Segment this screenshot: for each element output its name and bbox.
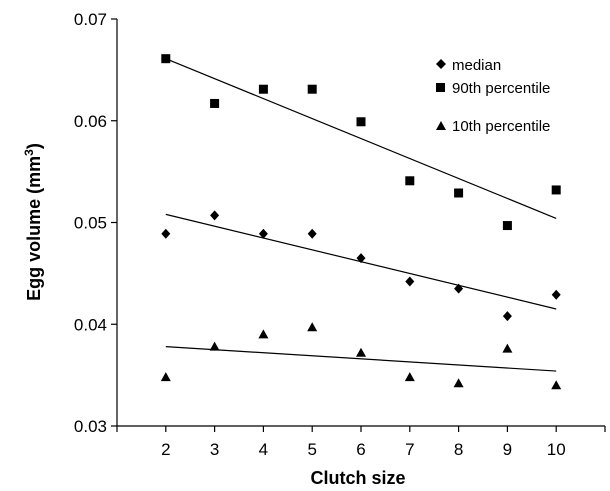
- data-point-diamond: [356, 253, 366, 264]
- data-point-square: [405, 176, 415, 186]
- y-axis-title-close: ): [24, 143, 44, 149]
- legend-label-10th: 10th percentile: [452, 118, 550, 135]
- x-tick-label: 6: [356, 440, 365, 459]
- data-point-diamond: [258, 228, 268, 239]
- y-tick-label: 0.04: [74, 315, 107, 334]
- x-tick-label: 7: [405, 440, 414, 459]
- legend-marker-90th: [436, 83, 445, 92]
- data-point-square: [356, 117, 366, 127]
- legend-label-median: median: [452, 57, 501, 74]
- data-point-diamond: [210, 210, 220, 221]
- data-point-square: [307, 84, 317, 94]
- y-tick-label: 0.05: [74, 214, 107, 233]
- y-axis-title-main: Egg volume (mm: [24, 156, 44, 301]
- data-point-diamond: [502, 311, 512, 322]
- data-point-triangle: [502, 343, 513, 353]
- data-point-square: [161, 54, 171, 64]
- data-point-triangle: [404, 372, 415, 382]
- trend-line-triangle: [165, 346, 557, 372]
- data-point-square: [551, 185, 561, 195]
- data-point-diamond: [161, 228, 171, 239]
- trend-line-square: [165, 58, 557, 219]
- x-tick-label: 5: [307, 440, 316, 459]
- x-tick-label: 10: [547, 440, 566, 459]
- legend: median 90th percentile 10th percentile: [436, 57, 550, 135]
- x-axis-title: Clutch size: [310, 468, 405, 488]
- data-point-triangle: [160, 372, 171, 382]
- data-point-square: [210, 98, 220, 108]
- x-tick-label: 9: [503, 440, 512, 459]
- data-point-diamond: [551, 289, 561, 300]
- data-point-square: [454, 188, 464, 198]
- data-point-triangle: [356, 347, 366, 357]
- data-point-square: [502, 221, 512, 231]
- x-tick-label: 4: [259, 440, 268, 459]
- x-ticks: 2 3 4 5 6 7 8 9 10: [116, 426, 606, 459]
- legend-label-90th: 90th percentile: [452, 80, 550, 97]
- data-point-triangle: [551, 380, 562, 390]
- x-tick-label: 3: [210, 440, 219, 459]
- x-tick-label: 2: [161, 440, 170, 459]
- data-point-triangle: [209, 341, 220, 351]
- data-point-triangle: [453, 378, 464, 388]
- x-tick-label: 8: [454, 440, 463, 459]
- data-point-diamond: [307, 228, 317, 239]
- legend-marker-median: [436, 59, 446, 69]
- legend-marker-10th: [436, 121, 446, 130]
- trend-lines: [165, 58, 557, 372]
- data-point-triangle: [307, 322, 318, 332]
- data-point-triangle: [258, 329, 269, 339]
- data-point-diamond: [405, 276, 415, 287]
- y-tick-label: 0.06: [74, 112, 107, 131]
- data-point-diamond: [454, 283, 464, 294]
- y-ticks: 0.03 0.04 0.05 0.06 0.07: [74, 10, 117, 436]
- y-axis-title: Egg volume (mm3): [22, 143, 44, 301]
- y-tick-label: 0.07: [74, 10, 107, 29]
- data-points: [160, 54, 562, 390]
- y-axis-title-superscript: 3: [22, 149, 36, 156]
- data-point-square: [258, 84, 268, 94]
- y-tick-label: 0.03: [74, 417, 107, 436]
- axes: 0.03 0.04 0.05 0.06 0.07 2 3 4 5 6 7 8 9 10: [74, 10, 606, 459]
